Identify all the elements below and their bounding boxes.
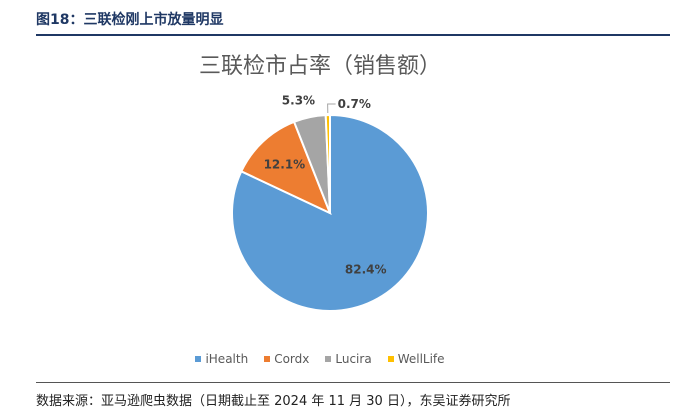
pie-slice-welllife bbox=[324, 113, 331, 214]
leader-line-welllife bbox=[327, 103, 336, 114]
legend-item-lucira: Lucira bbox=[325, 352, 372, 366]
legend-item-welllife: WellLife bbox=[387, 352, 445, 366]
figure-caption: 图18：三联检刚上市放量明显 bbox=[36, 12, 224, 28]
legend-swatch-ihealth bbox=[195, 356, 202, 362]
legend-swatch-cordx bbox=[264, 356, 271, 362]
legend-swatch-welllife bbox=[387, 356, 394, 362]
legend-item-cordx: Cordx bbox=[264, 352, 309, 366]
data-label-ihealth: 82.4% bbox=[345, 262, 387, 276]
chart-title: 三联检市占率（销售额） bbox=[198, 54, 441, 79]
source-divider bbox=[36, 382, 670, 383]
chart-legend: iHealth Cordx Lucira WellLife bbox=[0, 352, 640, 366]
data-source-note: 数据来源：亚马逊爬虫数据（日期截止至 2024 年 11 月 30 日），东吴证… bbox=[36, 394, 511, 409]
data-label-welllife: 0.7% bbox=[338, 97, 371, 111]
data-label-lucira: 5.3% bbox=[282, 94, 315, 108]
caption-divider bbox=[36, 34, 670, 36]
data-label-cordx: 12.1% bbox=[264, 157, 306, 171]
legend-swatch-lucira bbox=[325, 356, 332, 362]
legend-label-ihealth: iHealth bbox=[205, 352, 249, 366]
legend-item-ihealth: iHealth bbox=[195, 352, 248, 366]
legend-label-cordx: Cordx bbox=[274, 352, 310, 366]
pie-slice-cordx bbox=[239, 120, 332, 215]
legend-label-welllife: WellLife bbox=[397, 352, 445, 366]
legend-label-lucira: Lucira bbox=[335, 352, 372, 366]
